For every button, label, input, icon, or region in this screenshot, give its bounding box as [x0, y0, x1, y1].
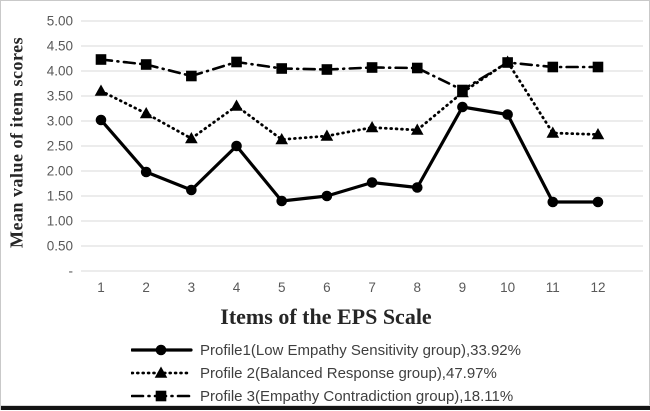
circle-marker-icon: [457, 101, 468, 113]
y-tick-label: 1.00: [47, 214, 73, 229]
x-tick-label: 10: [500, 280, 515, 295]
triangle-marker-icon: [591, 128, 605, 140]
square-marker-icon: [547, 61, 559, 73]
legend-circle-marker-icon: [155, 344, 167, 356]
x-tick-label: 9: [459, 280, 467, 295]
x-tick-label: 6: [323, 280, 331, 295]
triangle-marker-icon: [230, 99, 243, 111]
circle-marker-icon: [592, 196, 604, 208]
y-tick-label: 2.00: [47, 164, 73, 179]
y-tick-label: 4.00: [47, 64, 73, 79]
legend-square-marker-icon: [155, 390, 167, 402]
y-tick-label: 2.50: [47, 139, 73, 154]
square-marker-icon: [502, 57, 513, 68]
x-axis-title: Items of the EPS Scale: [220, 304, 432, 329]
x-tick-label: 8: [414, 280, 422, 295]
legend-triangle-line-icon: [131, 366, 193, 378]
y-tick-label: 1.50: [47, 189, 73, 204]
y-tick-label: 3.50: [47, 89, 73, 104]
series-line-circle: [99, 105, 600, 204]
x-tick-label: 4: [233, 280, 241, 295]
x-tick-label: 12: [590, 280, 605, 295]
circle-marker-icon: [366, 177, 378, 188]
x-tick-label: 11: [546, 280, 560, 295]
square-marker-icon: [592, 61, 604, 73]
x-tick-label: 5: [278, 280, 286, 295]
plot-area: 5.00 4.50 4.00 3.50 3.00 2.50 2.00 1.50 1.00 0.50…: [47, 14, 643, 295]
x-tick-label: 7: [368, 280, 376, 295]
circle-marker-icon: [411, 182, 423, 193]
square-marker-icon: [186, 70, 197, 82]
legend-circle-line-icon: [131, 344, 193, 356]
y-tick-label: -: [69, 264, 74, 279]
circle-marker-icon: [276, 195, 288, 207]
legend-items: Profile1(Low Empathy Sensitivity group),…: [131, 342, 521, 411]
series-line-square: [99, 58, 600, 92]
legend-item: Profile1(Low Empathy Sensitivity group),…: [131, 341, 521, 359]
square-marker-icon: [231, 56, 242, 68]
triangle-marker-icon: [275, 133, 289, 145]
circle-marker-icon: [140, 166, 152, 178]
legend-square-line-icon: [131, 390, 193, 402]
circle-marker-icon: [186, 184, 197, 196]
legend-item: Profile 2(Balanced Response group),47.97…: [131, 364, 521, 382]
square-marker-icon: [95, 54, 107, 65]
triangle-marker-icon: [94, 84, 108, 96]
circle-marker-icon: [321, 190, 333, 202]
series-line-triangle: [99, 60, 600, 141]
bottom-border-bar: [1, 405, 650, 410]
legend-item: Profile 3(Empathy Contradiction group),1…: [131, 387, 521, 405]
triangle-marker-icon: [365, 121, 379, 133]
square-marker-icon: [366, 62, 378, 73]
circle-marker-icon: [231, 140, 242, 152]
circle-marker-icon: [502, 109, 513, 120]
legend: Profile1(Low Empathy Sensitivity group),…: [1, 342, 650, 411]
triangle-marker-icon: [546, 126, 560, 138]
square-marker-icon: [321, 64, 333, 75]
triangle-marker-icon: [410, 123, 424, 135]
square-marker-icon: [140, 59, 152, 70]
x-tick-label: 3: [188, 280, 196, 295]
triangle-marker-icon: [139, 107, 153, 119]
x-tick-label: 2: [142, 280, 150, 295]
circle-marker-icon: [95, 114, 107, 126]
y-tick-label: 0.50: [47, 239, 73, 254]
square-marker-icon: [457, 84, 468, 96]
legend-label: Profile1(Low Empathy Sensitivity group),…: [200, 341, 521, 359]
triangle-marker-icon: [185, 132, 198, 144]
triangle-marker-icon: [320, 129, 334, 141]
x-tick-label: 1: [97, 280, 105, 295]
legend-label: Profile 3(Empathy Contradiction group),1…: [200, 387, 514, 405]
y-tick-label: 4.50: [47, 39, 73, 54]
y-tick-label: 3.00: [47, 114, 73, 129]
square-marker-icon: [411, 62, 423, 74]
y-tick-label: 5.00: [47, 14, 73, 29]
square-marker-icon: [276, 63, 288, 74]
legend-label: Profile 2(Balanced Response group),47.97…: [200, 364, 497, 382]
circle-marker-icon: [547, 196, 559, 208]
legend-triangle-marker-icon: [154, 366, 168, 378]
